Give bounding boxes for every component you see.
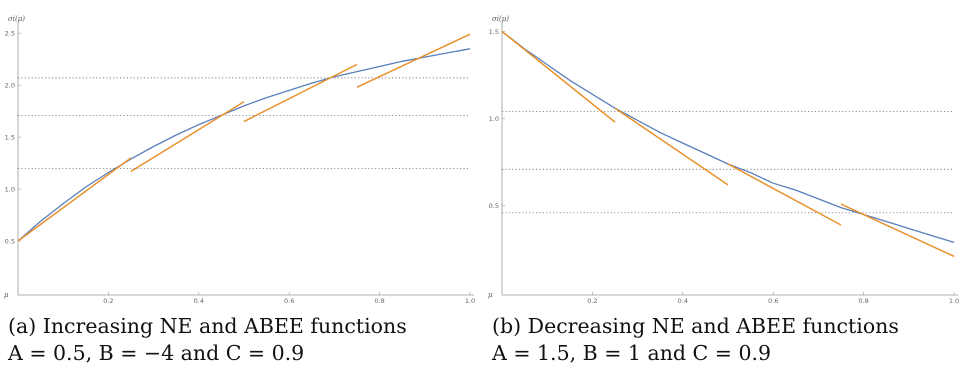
x-tick-label-4: 0.8 xyxy=(374,297,384,305)
caption-b-line1: (b) Decreasing NE and ABEE functions xyxy=(492,314,899,338)
abee-segment-4 xyxy=(356,33,471,88)
caption-a-line2: A = 0.5, B = −4 and C = 0.9 xyxy=(8,341,305,365)
abee-segment-2 xyxy=(614,107,729,186)
y-tick-label-5: 2.5 xyxy=(5,29,15,37)
abee-segment-1 xyxy=(17,157,132,242)
caption-b: (b) Decreasing NE and ABEE functions A =… xyxy=(492,313,899,367)
y-axis-title: σi(μ) xyxy=(492,15,509,23)
x-tick-label-2: 0.4 xyxy=(678,297,688,305)
x-tick-label-3: 0.6 xyxy=(768,297,778,305)
abee-segment-4 xyxy=(840,203,955,258)
ne-curve xyxy=(17,48,471,242)
y-tick-label-2: 1.0 xyxy=(5,185,15,193)
x-tick-label-3: 0.6 xyxy=(284,297,294,305)
x-tick-label-2: 0.4 xyxy=(194,297,204,305)
chart-b: 0.5 1.0 1.5 0.2 0.4 0.6 0.8 1.0 σi(μ) μ xyxy=(488,15,959,305)
y-tick-label-2: 1.0 xyxy=(489,115,499,123)
abee-segment-3 xyxy=(243,63,358,123)
x-axis-title: μ xyxy=(488,291,493,299)
y-tick-label-1: 0.5 xyxy=(489,202,499,210)
y-tick-label-3: 1.5 xyxy=(489,28,499,36)
y-axis-title: σi(μ) xyxy=(8,15,25,23)
abee-segment-2 xyxy=(130,101,245,173)
x-tick-label-1: 0.2 xyxy=(103,297,113,305)
chart-panel-b: 0.5 1.0 1.5 0.2 0.4 0.6 0.8 1.0 σi(μ) μ (b) Decre… xyxy=(484,0,964,367)
chart-a: 0.5 1.0 1.5 2.0 2.5 0.2 0.4 0.6 0.8 1.0 σi(μ) μ xyxy=(4,15,475,305)
y-tick-label-3: 1.5 xyxy=(5,133,15,141)
x-tick-label-5: 1.0 xyxy=(465,297,475,305)
chart-panel-a: 0.5 1.0 1.5 2.0 2.5 0.2 0.4 0.6 0.8 1.0 σi(μ) μ (a)… xyxy=(0,0,480,367)
x-axis-title: μ xyxy=(4,291,9,299)
caption-a: (a) Increasing NE and ABEE functions A =… xyxy=(8,313,407,367)
abee-segment-3 xyxy=(727,163,842,226)
ne-curve xyxy=(501,30,955,244)
x-tick-label-1: 0.2 xyxy=(587,297,597,305)
y-tick-label-1: 0.5 xyxy=(5,237,15,245)
caption-b-line2: A = 1.5, B = 1 and C = 0.9 xyxy=(492,341,772,365)
abee-segment-1 xyxy=(501,30,616,123)
caption-a-line1: (a) Increasing NE and ABEE functions xyxy=(8,314,407,338)
x-tick-label-5: 1.0 xyxy=(949,297,959,305)
x-tick-label-4: 0.8 xyxy=(858,297,868,305)
y-tick-label-4: 2.0 xyxy=(5,81,15,89)
